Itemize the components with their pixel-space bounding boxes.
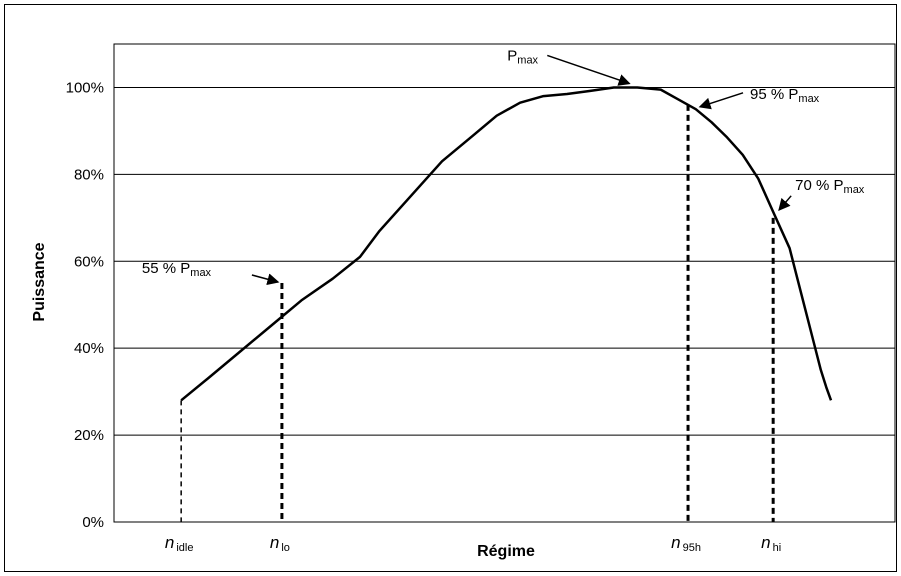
y-tick-label: 80% <box>74 166 104 183</box>
plot-area <box>113 43 896 523</box>
annotation-arrow-p95 <box>698 92 744 110</box>
annotation-label-p55: 55 % Pmax <box>142 260 212 279</box>
y-tick-label: 20% <box>74 427 104 444</box>
x-axis-title: Régime <box>477 543 535 560</box>
annotation-label-p70: 70 % Pmax <box>795 177 865 196</box>
annotation-label-pmax: Pmax <box>507 47 538 66</box>
annotation-arrow-pmax <box>547 54 631 86</box>
marker-label-hi: n hi <box>761 533 781 554</box>
y-tick-label: 60% <box>74 253 104 270</box>
marker-label-lo: n lo <box>270 533 290 554</box>
annotation-arrow-p55 <box>251 273 280 286</box>
x-axis-marker-labels: n idle n lo n 95h n hi <box>165 533 781 554</box>
annotation-label-p95: 95 % Pmax <box>750 86 820 105</box>
marker-label-95h: n 95h <box>671 533 701 554</box>
power-curve-line <box>180 86 833 402</box>
marker-label-idle: n idle <box>165 533 194 554</box>
y-tick-label: 100% <box>66 79 104 96</box>
y-axis-tick-labels: 0% 20% 40% 60% 80% 100% <box>66 79 104 531</box>
annotations: Pmax 95 % Pmax 70 % Pmax 55 % Pmax <box>142 47 865 286</box>
y-axis-title: Puissance <box>31 242 48 321</box>
y-tick-label: 40% <box>74 340 104 357</box>
y-tick-label: 0% <box>82 514 104 531</box>
annotation-arrow-p70 <box>778 195 792 211</box>
regime-markers <box>180 104 775 522</box>
